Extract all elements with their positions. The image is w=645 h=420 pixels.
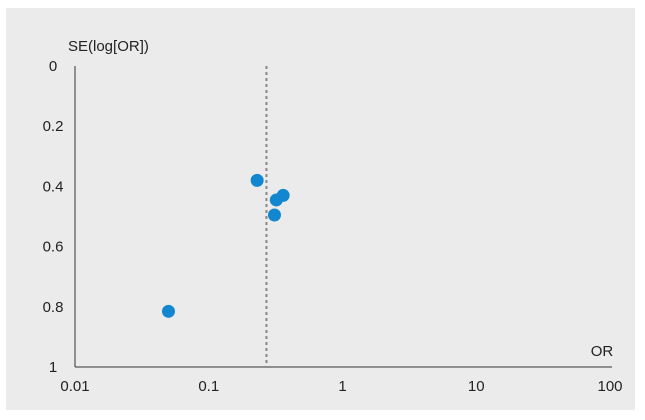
y-axis-label: SE(log[OR]) — [68, 38, 149, 55]
x-tick-label: 10 — [468, 378, 485, 395]
funnel-plot-panel: SE(log[OR]) OR 0 0.2 0.4 0.6 0.8 1 0.01 0.1 1 10… — [6, 8, 635, 410]
y-tick-label: 0.4 — [43, 178, 64, 195]
data-point — [250, 173, 264, 187]
data-point — [161, 304, 175, 318]
x-tick-label: 1 — [338, 378, 346, 395]
x-tick-label: 100 — [597, 378, 622, 395]
y-tick-label: 1 — [49, 359, 57, 376]
x-tick-label: 0.01 — [60, 378, 89, 395]
x-tick-label: 0.1 — [198, 378, 219, 395]
x-axis-label: OR — [591, 343, 614, 360]
y-tick-label: 0.8 — [43, 299, 64, 316]
y-tick-label: 0.6 — [43, 239, 64, 256]
data-point — [269, 193, 283, 207]
funnel-plot: SE(log[OR]) OR 0 0.2 0.4 0.6 0.8 1 0.01 0.1 1 10… — [43, 38, 623, 395]
y-tick-label: 0.2 — [43, 118, 64, 135]
y-tick-label: 0 — [49, 58, 57, 75]
data-point — [267, 208, 281, 222]
